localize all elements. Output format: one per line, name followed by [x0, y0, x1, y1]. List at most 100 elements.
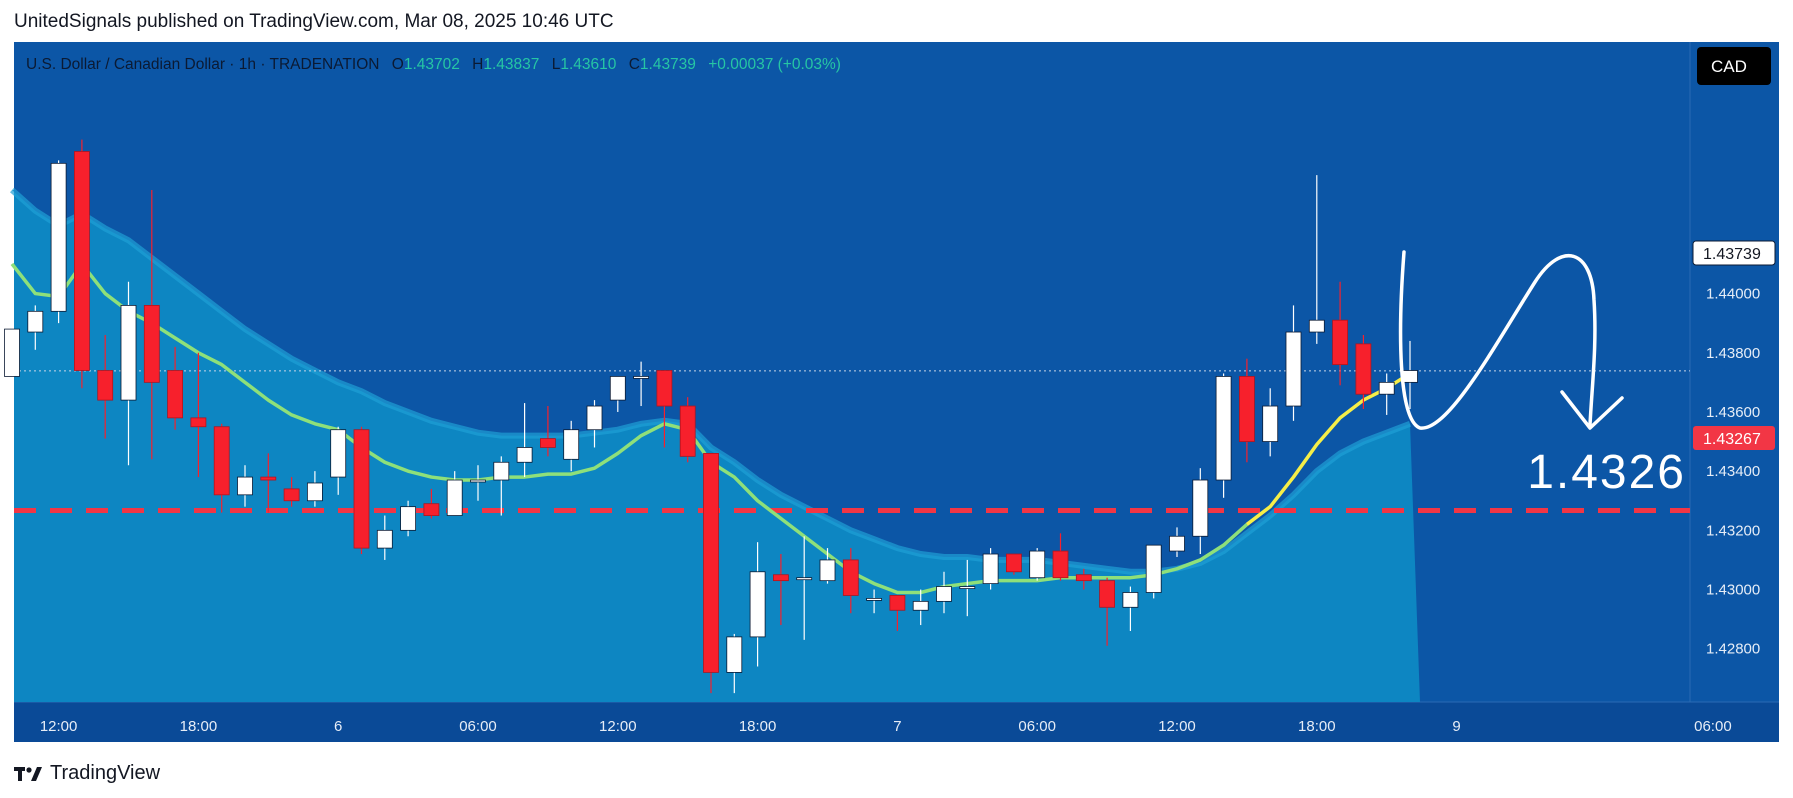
candle-body-up	[306, 482, 323, 502]
candle-body-down	[1075, 574, 1092, 582]
close-value: 1.43739	[640, 56, 696, 73]
candle-body-up	[4, 328, 20, 377]
candle-body-up	[1169, 535, 1185, 552]
candle-body-down	[773, 574, 789, 582]
candle-body-down	[190, 417, 207, 428]
candle	[1099, 577, 1115, 646]
candle	[1052, 533, 1069, 581]
target-price-annotation: 1.4326	[1527, 446, 1686, 499]
target-price-label: 1.43267	[1703, 431, 1761, 448]
candle	[563, 420, 580, 472]
candle-body-up	[1262, 405, 1279, 442]
candle	[1145, 544, 1162, 599]
currency-label: CAD	[1711, 57, 1747, 76]
candle-body-up	[982, 553, 999, 585]
price-tick-label: 1.43000	[1706, 582, 1760, 599]
candle-body-up	[493, 461, 510, 481]
arrow-head-icon	[1560, 390, 1624, 430]
candle	[516, 403, 533, 478]
price-tick-label: 1.42800	[1706, 641, 1760, 658]
price-tick-label: 1.43600	[1706, 404, 1760, 421]
tradingview-brand[interactable]: TradingView	[50, 762, 161, 784]
candle	[167, 346, 184, 430]
candle-body-down	[283, 488, 300, 502]
candle-body-up	[1285, 331, 1302, 407]
candle	[1215, 373, 1232, 498]
candle-body-down	[143, 305, 160, 383]
time-tick-label: 12:00	[599, 718, 637, 735]
candle-body-down	[1052, 550, 1069, 579]
price-tick-label: 1.44000	[1706, 286, 1760, 303]
time-tick-label: 06:00	[459, 718, 497, 735]
time-tick-label: 18:00	[739, 718, 777, 735]
time-axis: 12:00 18:00 6 06:00 12:00 18:00 7 06:00 12:00 18:…	[40, 718, 1732, 735]
candle	[423, 488, 440, 519]
candle-body-up	[1215, 376, 1232, 481]
candle	[143, 189, 160, 460]
candle	[586, 400, 603, 448]
price-tick-label: 1.43400	[1706, 463, 1760, 480]
change-value: +0.00037 (+0.03%)	[708, 56, 841, 73]
candle-body-down	[1355, 343, 1372, 395]
tradingview-logo-icon[interactable]	[14, 765, 44, 783]
candle	[912, 589, 929, 626]
high-value: 1.43837	[483, 56, 539, 73]
candle	[283, 477, 300, 507]
candle	[679, 397, 696, 463]
candle-body-up	[1029, 550, 1046, 579]
candle	[190, 352, 207, 478]
candle-body-up	[633, 376, 649, 379]
candle-body-up	[1402, 370, 1418, 383]
price-axis-panel	[1690, 42, 1779, 702]
candle	[1029, 548, 1046, 581]
time-tick-label: 6	[334, 718, 342, 735]
target-price-tag: 1.43267	[1693, 426, 1775, 450]
candle	[237, 465, 253, 507]
footer: TradingView	[14, 762, 160, 785]
candle	[376, 515, 393, 560]
candle-body-up	[866, 598, 882, 601]
ma-line	[10, 262, 1249, 595]
candle-body-down	[1099, 580, 1115, 608]
candle	[703, 452, 719, 694]
candle-body-up	[1308, 319, 1325, 333]
low-label: L	[552, 56, 561, 73]
candle-body-down	[889, 595, 906, 611]
time-tick-label: 06:00	[1694, 718, 1732, 735]
candle-body-up	[586, 405, 603, 431]
candle-body-up	[516, 447, 533, 463]
candle-body-up	[237, 476, 253, 496]
candle	[1262, 388, 1279, 457]
projection-arrow	[1398, 250, 1597, 430]
price-axis: 1.44000 1.43800 1.43600 1.43400 1.43200 1.430…	[1706, 286, 1760, 658]
close-label: C	[629, 56, 640, 73]
current-price-label: 1.43739	[1703, 246, 1761, 263]
candle-body-up	[726, 636, 743, 673]
candle	[446, 471, 463, 516]
candles	[4, 139, 1418, 694]
candle	[1239, 358, 1255, 463]
candle-body-up	[376, 529, 393, 549]
candle-body-down	[656, 370, 673, 407]
candle-body-down	[97, 370, 114, 401]
candle	[773, 554, 789, 626]
candle-body-up	[27, 310, 44, 333]
time-tick-label: 06:00	[1018, 718, 1056, 735]
candle-body-up	[1378, 381, 1395, 395]
open-label: O	[392, 56, 404, 73]
open-value: 1.43702	[404, 56, 460, 73]
candle-body-down	[1006, 553, 1022, 573]
candle	[1332, 281, 1348, 386]
low-value: 1.43610	[560, 56, 616, 73]
candle-body-down	[167, 370, 184, 419]
time-tick-label: 12:00	[1158, 718, 1196, 735]
candle-body-up	[959, 586, 976, 589]
price-tick-label: 1.43200	[1706, 522, 1760, 539]
candle	[120, 281, 137, 466]
currency-badge[interactable]: CAD	[1697, 47, 1771, 85]
candle	[213, 423, 230, 513]
high-label: H	[472, 56, 483, 73]
candle	[50, 160, 67, 324]
candle	[796, 536, 813, 640]
